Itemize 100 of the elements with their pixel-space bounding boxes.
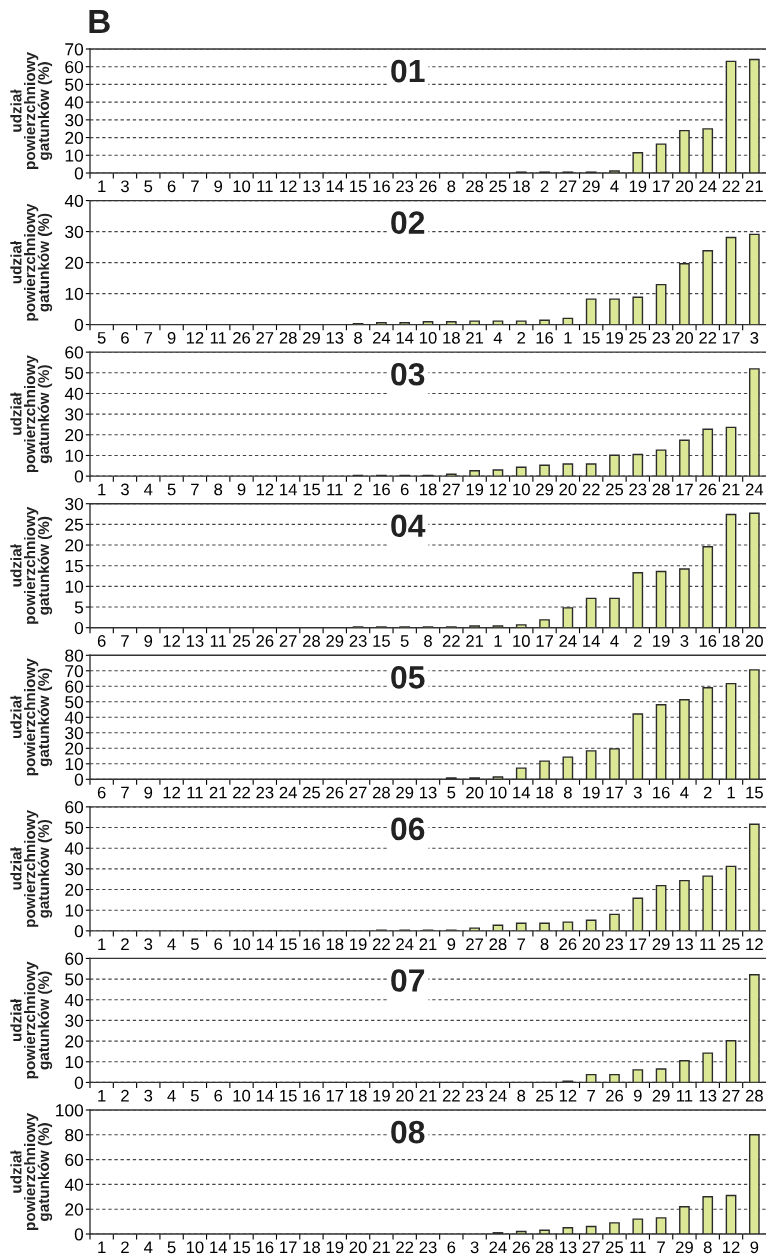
x-tick-label: 17 (606, 786, 623, 799)
x-tick-label: 8 (424, 635, 432, 647)
x-tick-label: 4 (610, 180, 619, 193)
x-tick-label: 29 (396, 786, 414, 799)
bar (632, 572, 644, 628)
x-tick-label: 29 (326, 635, 344, 647)
x-tick-label: 10 (186, 1241, 204, 1254)
x-tick-label: 24 (489, 1241, 507, 1254)
chart-title: 06 (391, 817, 425, 841)
chart-title: 08 (391, 1120, 425, 1144)
x-tick-label: 8 (563, 786, 572, 799)
bar (702, 686, 714, 780)
x-tick-label: 4 (167, 938, 176, 950)
bar (609, 298, 620, 325)
chart-title: 04 (391, 514, 426, 538)
x-tick-label: 3 (680, 635, 689, 647)
x-tick-label: 10 (489, 786, 507, 799)
x-tick-label: 18 (536, 786, 554, 799)
x-tick-label: 22 (722, 180, 740, 193)
y-tick-label: 50 (65, 695, 84, 709)
bar (655, 704, 667, 780)
x-tick-label: 2 (703, 786, 712, 799)
x-tick-label: 14 (326, 180, 344, 193)
x-tick-label: 17 (723, 332, 740, 344)
y-tick-label: 20 (65, 428, 84, 442)
x-tick-label: 28 (466, 180, 484, 193)
x-tick-label: 12 (746, 938, 763, 950)
x-tick-label: 8 (540, 938, 549, 951)
x-tick-label: 20 (675, 331, 694, 344)
y-axis-title: udział powierzchniowy gatunków (%) (10, 203, 53, 321)
x-tick-label: 26 (326, 786, 344, 799)
x-tick-label: 3 (120, 483, 129, 496)
x-tick-label: 28 (303, 635, 320, 647)
x-tick-label: 12 (723, 1241, 740, 1254)
bar (632, 296, 644, 325)
y-tick-label: 0 (74, 773, 84, 786)
x-tick-label: 14 (210, 1241, 227, 1254)
x-tick-label: 12 (163, 635, 181, 647)
x-tick-label: 15 (280, 1089, 297, 1102)
bar (655, 1068, 667, 1083)
y-tick-label: 0 (74, 167, 84, 180)
y-tick-label: 10 (65, 449, 84, 462)
x-tick-label: 19 (629, 180, 647, 193)
x-tick-label: 27 (256, 331, 274, 344)
x-tick-label: 20 (582, 938, 600, 951)
x-tick-label: 9 (144, 786, 153, 799)
y-tick-label: 60 (65, 952, 84, 965)
x-tick-label: 16 (303, 938, 320, 951)
x-tick-label: 20 (466, 786, 484, 799)
y-tick-label: 50 (65, 366, 84, 380)
x-tick-label: 10 (513, 483, 530, 496)
x-tick-label: 5 (167, 1241, 176, 1254)
y-axis-title: udział powierzchniowy gatunków (%) (10, 506, 53, 624)
bar (515, 320, 527, 325)
x-tick-label: 7 (121, 635, 129, 647)
x-tick-label: 21 (209, 786, 227, 799)
bar (679, 568, 690, 628)
x-tick-label: 27 (466, 938, 484, 950)
x-tick-label: 4 (493, 332, 503, 344)
x-tick-label: 15 (233, 1241, 251, 1254)
x-tick-label: 18 (723, 635, 740, 647)
x-tick-label: 8 (517, 1089, 526, 1102)
x-tick-label: 12 (280, 180, 297, 193)
x-tick-label: 5 (144, 180, 153, 193)
x-tick-label: 25 (606, 1241, 624, 1254)
x-tick-label: 15 (280, 938, 297, 951)
x-tick-label: 26 (559, 938, 577, 951)
x-tick-label: 10 (233, 180, 251, 193)
y-tick-label: 10 (65, 580, 84, 593)
y-tick-label: 20 (65, 1035, 84, 1048)
x-tick-label: 5 (400, 635, 409, 647)
x-tick-label: 13 (559, 1241, 577, 1254)
x-tick-label: 18 (443, 331, 460, 344)
y-tick-label: 40 (64, 1178, 84, 1191)
y-tick-label: 20 (65, 539, 84, 552)
x-tick-label: 11 (700, 938, 716, 950)
bar (725, 1039, 737, 1083)
x-tick-label: 25 (606, 483, 624, 496)
x-tick-label: 28 (489, 938, 507, 951)
x-tick-label: 22 (372, 938, 390, 950)
x-tick-label: 16 (303, 1089, 320, 1102)
bar (748, 669, 760, 780)
x-tick-label: 16 (256, 1241, 274, 1254)
bar (725, 513, 737, 628)
bar (702, 250, 714, 325)
x-tick-label: 6 (447, 1241, 456, 1254)
x-tick-label: 21 (466, 331, 484, 344)
x-tick-label: 5 (167, 483, 176, 496)
y-tick-label: 50 (65, 973, 84, 986)
x-tick-label: 25 (303, 786, 321, 799)
x-tick-label: 22 (699, 331, 717, 344)
x-tick-label: 21 (722, 483, 740, 496)
y-tick-label: 30 (65, 225, 84, 239)
x-tick-label: 27 (582, 1241, 600, 1254)
bar (655, 283, 667, 325)
bar (679, 699, 690, 780)
x-tick-label: 19 (583, 786, 600, 799)
x-tick-label: 14 (583, 635, 600, 647)
y-tick-label: 60 (65, 680, 84, 693)
y-tick-label: 30 (65, 497, 84, 511)
